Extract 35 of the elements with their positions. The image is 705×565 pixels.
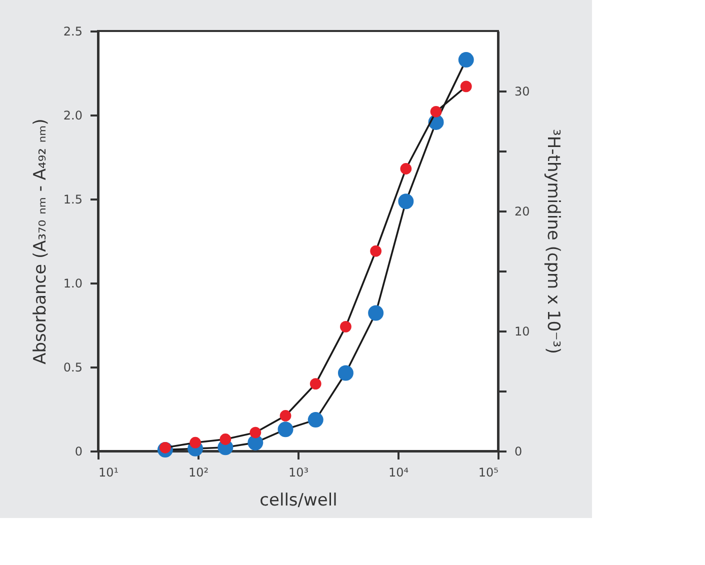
x-tick-label: 10¹ — [98, 466, 119, 480]
point — [458, 52, 474, 68]
point — [340, 320, 352, 332]
y-tick-label: 0.5 — [63, 360, 82, 374]
point — [398, 194, 414, 210]
point — [460, 80, 472, 92]
point — [248, 434, 264, 450]
x-tick-label: 10³ — [288, 466, 309, 480]
point — [338, 365, 354, 381]
point — [280, 410, 292, 422]
x-tick-label: 10⁵ — [478, 466, 499, 480]
x-tick-label: 10⁴ — [388, 466, 409, 480]
point — [190, 436, 202, 448]
point — [278, 422, 294, 438]
x-axis-title: cells/well — [260, 490, 338, 510]
y-tick-label: 2.0 — [63, 108, 82, 122]
y-tick-label: 0 — [74, 444, 82, 458]
point — [308, 412, 324, 428]
y2-axis-title: ³H-thymidine (cpm x 10⁻³) — [542, 129, 563, 354]
x-tick-label: 10² — [188, 466, 209, 480]
y-tick-label: 2.5 — [63, 24, 82, 38]
y2-tick-label: 10 — [514, 324, 530, 338]
y2-tick-label: 0 — [514, 444, 522, 458]
point — [368, 305, 384, 321]
y-tick-label: 1.5 — [63, 192, 82, 206]
point — [400, 163, 412, 174]
y-axis-title: Absorbance (A₃₇₀ ₙₘ - A₄₉₂ ₙₘ) — [30, 118, 50, 364]
point — [250, 426, 262, 438]
point — [220, 434, 232, 445]
point — [370, 245, 382, 257]
point — [430, 106, 442, 118]
point — [310, 378, 322, 390]
y2-tick-label: 20 — [514, 204, 530, 218]
y2-tick-label: 30 — [514, 84, 530, 98]
y-tick-label: 1.0 — [63, 276, 82, 290]
